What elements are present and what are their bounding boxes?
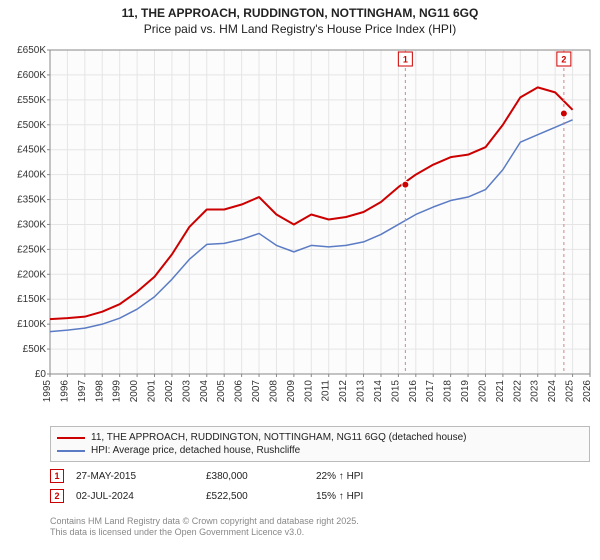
svg-text:2019: 2019 (460, 380, 471, 403)
footer-line1: Contains HM Land Registry data © Crown c… (50, 516, 590, 527)
chart-title-line2: Price paid vs. HM Land Registry's House … (10, 22, 590, 36)
marker-badge-2: 2 (50, 489, 64, 503)
svg-text:2026: 2026 (582, 380, 593, 403)
marker-badge-1: 1 (50, 469, 64, 483)
line-chart-svg: £0 £50K £100K £150K £200K £250K £300K £350K £400… (0, 40, 600, 420)
svg-text:£600K: £600K (17, 70, 46, 81)
svg-text:£500K: £500K (17, 120, 46, 131)
svg-text:£550K: £550K (17, 95, 46, 106)
svg-text:2007: 2007 (251, 380, 262, 403)
svg-text:2: 2 (561, 55, 566, 65)
svg-text:1995: 1995 (42, 380, 53, 403)
svg-text:£350K: £350K (17, 195, 46, 206)
svg-text:2022: 2022 (512, 380, 523, 403)
svg-text:£400K: £400K (17, 170, 46, 181)
footer-line2: This data is licensed under the Open Gov… (50, 527, 590, 538)
svg-text:£650K: £650K (17, 45, 46, 56)
svg-text:2025: 2025 (565, 380, 576, 403)
legend-label-series2: HPI: Average price, detached house, Rush… (91, 445, 300, 456)
chart-title-area: 11, THE APPROACH, RUDDINGTON, NOTTINGHAM… (0, 0, 600, 38)
svg-text:2021: 2021 (495, 380, 506, 403)
svg-text:2008: 2008 (268, 380, 279, 403)
svg-text:2002: 2002 (164, 380, 175, 403)
svg-text:£150K: £150K (17, 294, 46, 305)
legend-swatch-series1 (57, 437, 85, 439)
legend-row-series2: HPI: Average price, detached house, Rush… (57, 444, 583, 457)
svg-text:2011: 2011 (321, 380, 332, 402)
svg-text:2010: 2010 (303, 380, 314, 403)
svg-text:1997: 1997 (77, 380, 88, 403)
chart-title-line1: 11, THE APPROACH, RUDDINGTON, NOTTINGHAM… (10, 6, 590, 20)
svg-text:2015: 2015 (390, 380, 401, 403)
legend-row-series1: 11, THE APPROACH, RUDDINGTON, NOTTINGHAM… (57, 431, 583, 444)
marker-date: 02-JUL-2024 (76, 491, 206, 502)
svg-text:2012: 2012 (338, 380, 349, 403)
svg-text:2016: 2016 (408, 380, 419, 403)
svg-text:2001: 2001 (147, 380, 158, 403)
svg-text:2004: 2004 (199, 380, 210, 403)
svg-text:2017: 2017 (425, 380, 436, 403)
marker-hpi: 22% ↑ HPI (316, 471, 456, 482)
svg-text:2003: 2003 (181, 380, 192, 403)
marker-price: £522,500 (206, 491, 316, 502)
svg-text:£200K: £200K (17, 269, 46, 280)
svg-text:2020: 2020 (477, 380, 488, 403)
legend-swatch-series2 (57, 450, 85, 452)
svg-text:2024: 2024 (547, 380, 558, 403)
legend-label-series1: 11, THE APPROACH, RUDDINGTON, NOTTINGHAM… (91, 432, 466, 443)
svg-text:2006: 2006 (234, 380, 245, 403)
svg-text:2009: 2009 (286, 380, 297, 403)
svg-text:1999: 1999 (112, 380, 123, 403)
svg-text:£0: £0 (35, 369, 47, 380)
svg-text:2014: 2014 (373, 380, 384, 403)
svg-text:1996: 1996 (59, 380, 70, 403)
chart-area: £0 £50K £100K £150K £200K £250K £300K £350K £400… (0, 40, 600, 420)
marker-row: 2 02-JUL-2024 £522,500 15% ↑ HPI (50, 486, 590, 506)
svg-text:£450K: £450K (17, 145, 46, 156)
marker-hpi: 15% ↑ HPI (316, 491, 456, 502)
marker-row: 1 27-MAY-2015 £380,000 22% ↑ HPI (50, 466, 590, 486)
svg-text:2023: 2023 (530, 380, 541, 403)
svg-text:2013: 2013 (356, 380, 367, 403)
svg-text:£100K: £100K (17, 319, 46, 330)
footer-attribution: Contains HM Land Registry data © Crown c… (50, 516, 590, 539)
svg-text:2005: 2005 (216, 380, 227, 403)
svg-text:2018: 2018 (443, 380, 454, 403)
svg-text:£300K: £300K (17, 219, 46, 230)
svg-text:£50K: £50K (23, 344, 47, 355)
svg-text:£250K: £250K (17, 244, 46, 255)
svg-text:2000: 2000 (129, 380, 140, 403)
legend-box: 11, THE APPROACH, RUDDINGTON, NOTTINGHAM… (50, 426, 590, 462)
marker-price: £380,000 (206, 471, 316, 482)
marker-date: 27-MAY-2015 (76, 471, 206, 482)
svg-text:1998: 1998 (94, 380, 105, 403)
marker-details: 1 27-MAY-2015 £380,000 22% ↑ HPI 2 02-JU… (50, 466, 590, 506)
svg-text:1: 1 (403, 55, 408, 65)
